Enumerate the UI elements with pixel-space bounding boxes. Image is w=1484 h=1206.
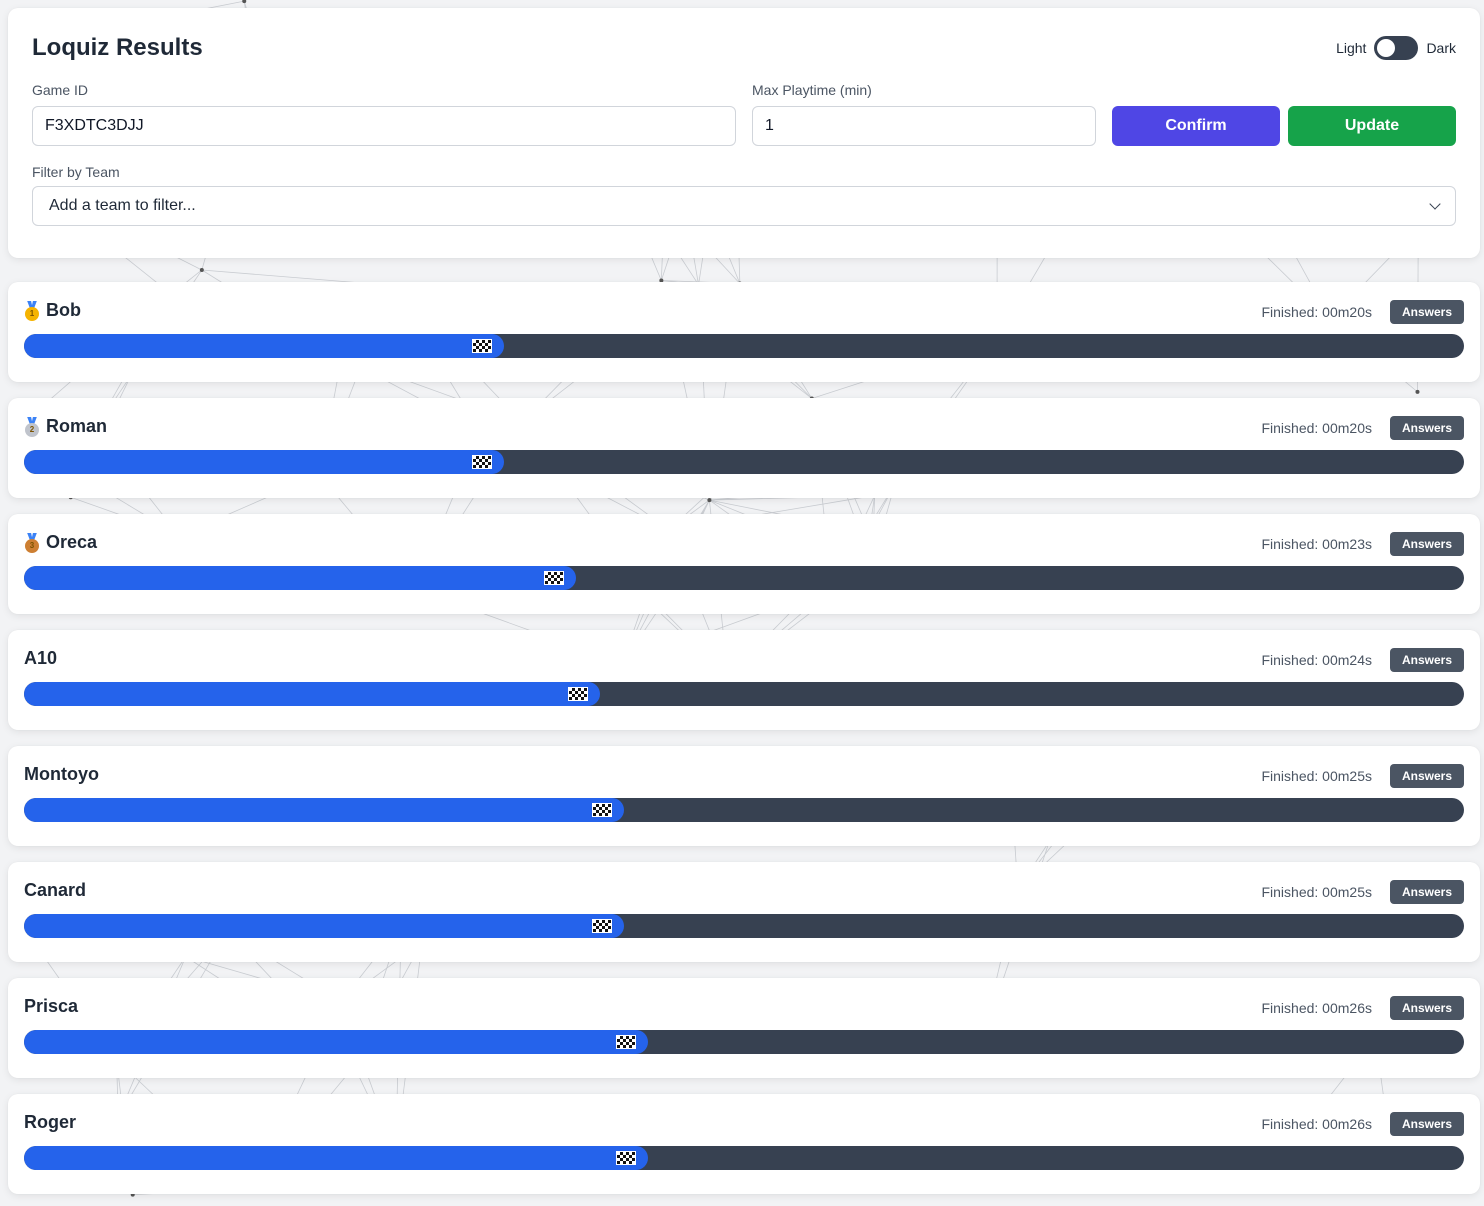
team-card: Canard Finished: 00m25s Answers [8, 862, 1480, 962]
team-name-label: Bob [46, 300, 81, 320]
progress-track [24, 450, 1464, 474]
answers-button[interactable]: Answers [1389, 880, 1464, 904]
team-filter-placeholder: Add a team to filter... [49, 197, 196, 214]
bronze-medal-icon: 3 [24, 532, 40, 553]
team-name: 3 Oreca [24, 532, 97, 553]
progress-fill [24, 1030, 648, 1054]
theme-dark-label: Dark [1426, 40, 1456, 56]
team-name-label: Prisca [24, 996, 79, 1016]
answers-button[interactable]: Answers [1389, 300, 1464, 324]
team-name: Prisca [24, 996, 78, 1017]
progress-fill [24, 798, 624, 822]
team-card: Montoyo Finished: 00m25s Answers [8, 746, 1480, 846]
theme-switch[interactable] [1374, 36, 1419, 60]
checkered-flag-icon [568, 687, 588, 701]
progress-fill [24, 682, 600, 706]
finish-time: Finished: 00m23s [1261, 536, 1372, 552]
team-name: 2 Roman [24, 416, 107, 437]
gold-medal-icon: 1 [24, 300, 40, 321]
checkered-flag-icon [592, 919, 612, 933]
checkered-flag-icon [616, 1151, 636, 1165]
team-card: Roger Finished: 00m26s Answers [8, 1094, 1480, 1194]
checkered-flag-icon [616, 1035, 636, 1049]
team-name: Roger [24, 1112, 76, 1133]
answers-button[interactable]: Answers [1389, 416, 1464, 440]
progress-track [24, 1030, 1464, 1054]
checkered-flag-icon [544, 571, 564, 585]
team-name-label: Oreca [46, 532, 98, 552]
progress-fill [24, 450, 504, 474]
max-playtime-input[interactable] [752, 106, 1096, 146]
team-card: Prisca Finished: 00m26s Answers [8, 978, 1480, 1078]
progress-fill [24, 914, 624, 938]
team-card: 1 Bob Finished: 00m20s Answers [8, 282, 1480, 382]
game-id-input[interactable] [32, 106, 736, 146]
finish-time: Finished: 00m24s [1261, 652, 1372, 668]
team-card: 2 Roman Finished: 00m20s Answers [8, 398, 1480, 498]
team-name: 1 Bob [24, 300, 81, 321]
team-card: 3 Oreca Finished: 00m23s Answers [8, 514, 1480, 614]
finish-time: Finished: 00m25s [1261, 884, 1372, 900]
confirm-button[interactable]: Confirm [1112, 106, 1280, 146]
chevron-down-icon [1429, 198, 1441, 210]
page-title: Loquiz Results [32, 34, 203, 61]
silver-medal-icon: 2 [24, 416, 40, 437]
progress-track [24, 566, 1464, 590]
theme-toggle[interactable]: Light Dark [1336, 36, 1456, 60]
team-name-label: Montoyo [24, 764, 99, 784]
progress-track [24, 682, 1464, 706]
max-playtime-label: Max Playtime (min) [752, 82, 872, 98]
finish-time: Finished: 00m26s [1261, 1116, 1372, 1132]
team-name-label: Roger [24, 1112, 77, 1132]
finish-time: Finished: 00m20s [1261, 420, 1372, 436]
checkered-flag-icon [472, 339, 492, 353]
team-name-label: Canard [24, 880, 87, 900]
answers-button[interactable]: Answers [1389, 996, 1464, 1020]
team-card: A10 Finished: 00m24s Answers [8, 630, 1480, 730]
team-name: Canard [24, 880, 86, 901]
progress-track [24, 1146, 1464, 1170]
progress-track [24, 334, 1464, 358]
team-name: A10 [24, 648, 57, 669]
answers-button[interactable]: Answers [1389, 1112, 1464, 1136]
finish-time: Finished: 00m25s [1261, 768, 1372, 784]
settings-panel: Loquiz Results Light Dark Game ID Max Pl… [8, 8, 1480, 258]
team-name: Montoyo [24, 764, 99, 785]
game-id-label: Game ID [32, 82, 89, 98]
team-filter-select[interactable]: Add a team to filter... [32, 186, 1456, 226]
filter-team-label: Filter by Team [32, 164, 120, 180]
update-button[interactable]: Update [1288, 106, 1456, 146]
progress-track [24, 914, 1464, 938]
answers-button[interactable]: Answers [1389, 764, 1464, 788]
theme-switch-knob [1377, 39, 1396, 57]
progress-fill [24, 1146, 648, 1170]
answers-button[interactable]: Answers [1389, 648, 1464, 672]
team-name-label: Roman [46, 416, 108, 436]
checkered-flag-icon [592, 803, 612, 817]
progress-fill [24, 566, 576, 590]
checkered-flag-icon [472, 455, 492, 469]
theme-light-label: Light [1336, 40, 1367, 56]
progress-track [24, 798, 1464, 822]
team-name-label: A10 [24, 648, 58, 668]
progress-fill [24, 334, 504, 358]
answers-button[interactable]: Answers [1389, 532, 1464, 556]
finish-time: Finished: 00m26s [1261, 1000, 1372, 1016]
finish-time: Finished: 00m20s [1261, 304, 1372, 320]
